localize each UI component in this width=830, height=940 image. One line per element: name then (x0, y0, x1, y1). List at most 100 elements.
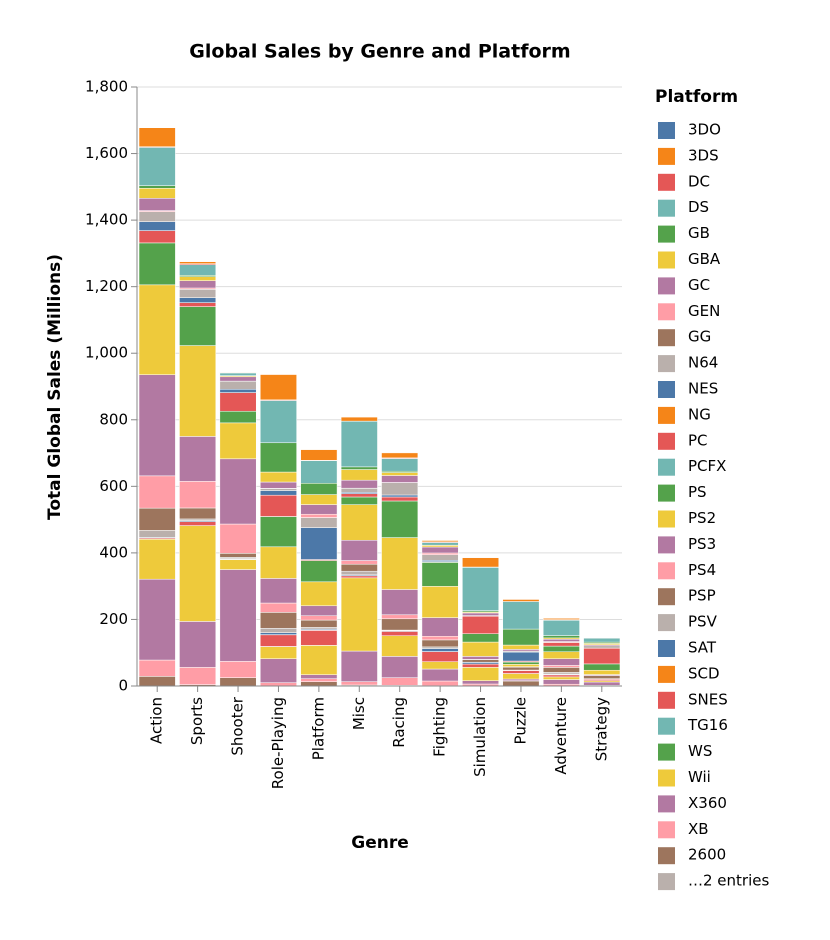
y-tick-label: 1,200 (85, 277, 128, 295)
legend-label: 3DO (688, 121, 721, 139)
bar-segment (139, 476, 175, 508)
bar-segment (220, 524, 256, 553)
bar-segment (382, 459, 418, 472)
legend-label: PS (688, 483, 707, 501)
bar-segment (543, 667, 579, 672)
bar-segment (260, 482, 296, 488)
bar-segment (179, 667, 215, 684)
bar-segment (503, 662, 539, 664)
bar-segment (220, 678, 256, 686)
bar-segment (382, 501, 418, 538)
bar-segment (341, 564, 377, 571)
bar-segment (179, 522, 215, 526)
legend-more: …2 entries (688, 872, 769, 890)
bar-segment (179, 436, 215, 481)
legend-label: PCFX (688, 457, 726, 475)
bar-segment (179, 281, 215, 288)
bar-segment (503, 681, 539, 686)
x-tick-label: Racing (390, 697, 408, 748)
legend-swatch (658, 795, 675, 812)
bar-segment (179, 526, 215, 622)
bar-segment (301, 495, 337, 505)
bar-segment (220, 381, 256, 389)
bar-segment (584, 638, 620, 642)
bar-segment (139, 198, 175, 210)
bar-segment (301, 582, 337, 606)
bar-segment (179, 298, 215, 303)
bar-segment (220, 570, 256, 662)
bar-segment (139, 147, 175, 185)
bar-segment (220, 423, 256, 459)
bar-segment (179, 346, 215, 437)
bar-segment (179, 621, 215, 667)
legend-swatch (658, 303, 675, 320)
bar-segment (422, 555, 458, 561)
x-tick-label: Strategy (592, 697, 610, 761)
legend-swatch (658, 174, 675, 191)
bar-segment (301, 528, 337, 560)
legend-swatch (658, 821, 675, 838)
bar-segment (139, 285, 175, 375)
legend-label: TG16 (687, 716, 728, 734)
bar-segment (179, 277, 215, 281)
bar-segment (422, 649, 458, 652)
bar-segment (341, 480, 377, 488)
bar-segment (179, 307, 215, 346)
bar-segment (584, 682, 620, 685)
bar-segment (139, 243, 175, 285)
y-tick-label: 800 (99, 410, 128, 428)
bar-segment (543, 639, 579, 641)
legend-swatch (658, 614, 675, 631)
bar-segment (260, 489, 296, 491)
bar-segment (462, 656, 498, 659)
bar-segment (422, 562, 458, 586)
bar-segment (260, 375, 296, 400)
bar-segment (179, 481, 215, 508)
bar-segment (179, 265, 215, 276)
y-tick-label: 200 (99, 610, 128, 628)
bar-segment (139, 188, 175, 198)
bar-segment (543, 665, 579, 667)
bar-segment (220, 661, 256, 677)
bar-segment (139, 530, 175, 537)
bar-segment (543, 652, 579, 659)
legend-label: X360 (688, 794, 727, 812)
x-tick-label: Platform (309, 697, 327, 760)
bar-segment (260, 603, 296, 612)
legend-label: PS4 (688, 561, 716, 579)
legend-label: GG (688, 328, 711, 346)
bar-segment (543, 636, 579, 638)
bar-segment (341, 540, 377, 560)
y-axis-title: Total Global Sales (Millions) (45, 254, 65, 520)
bar-segment (422, 669, 458, 681)
legend-swatch (658, 381, 675, 398)
bar-segment (139, 222, 175, 231)
legend-swatch (658, 252, 675, 269)
legend-swatch (658, 122, 675, 139)
bar-segment (422, 636, 458, 640)
bar-segment (543, 620, 579, 635)
bar-segment (462, 634, 498, 642)
bar-segment (179, 289, 215, 297)
y-tick-label: 1,400 (85, 211, 128, 229)
legend-label: NG (688, 405, 711, 423)
bar-segment (503, 652, 539, 661)
bar-segment (260, 547, 296, 579)
bar-segment (503, 645, 539, 649)
bar-segment (301, 682, 337, 686)
bar-segment (543, 675, 579, 677)
bar-segment (260, 495, 296, 516)
bar-segment (301, 561, 337, 582)
legend-swatch (658, 511, 675, 528)
legend-label: GC (688, 276, 710, 294)
bar-segment (584, 676, 620, 679)
bar-segment (260, 491, 296, 496)
bar-segment (220, 411, 256, 423)
legend-label: GB (688, 224, 710, 242)
bar-segment (260, 628, 296, 632)
bar-segment (543, 642, 579, 646)
bar-segment (139, 508, 175, 530)
legend-swatch (658, 873, 675, 890)
bar-segment (462, 616, 498, 634)
